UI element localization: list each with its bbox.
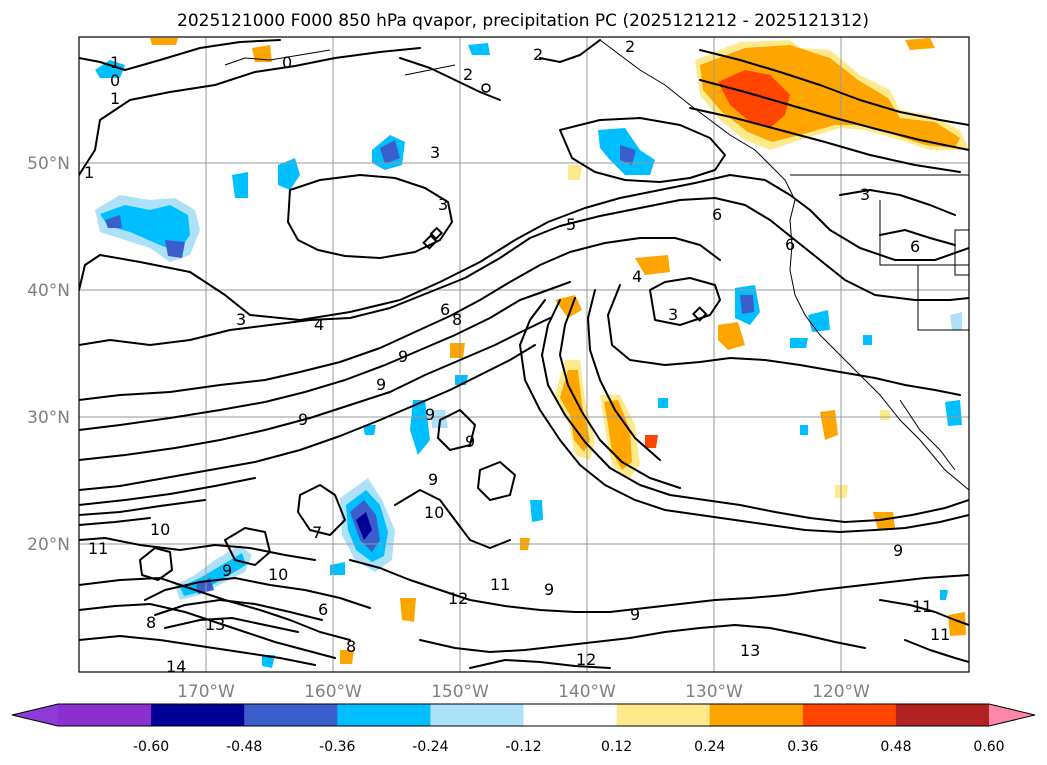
contour-label: 11: [912, 597, 932, 616]
graticule: [79, 37, 969, 672]
contour-label: 0: [110, 71, 120, 90]
contour-label: 3: [236, 310, 246, 329]
colorbar-cell: [337, 704, 431, 726]
contour-label: 1: [110, 89, 120, 108]
contour-label: 1: [84, 163, 94, 182]
lat-label-20n: 20°N: [27, 535, 70, 555]
colorbar-extend-max: [989, 704, 1035, 726]
contour-label: 11: [88, 539, 108, 558]
contour-label: 5: [566, 215, 576, 234]
map-frame: [78, 36, 970, 673]
contour-label: 3: [668, 305, 678, 324]
contour-label: 9: [376, 375, 386, 394]
contour-label: 9: [425, 405, 435, 424]
contour-label: 9: [222, 561, 232, 580]
colorbar-tick-labels: -0.60 -0.48 -0.36 -0.24 -0.12 0.12 0.24 0.36 0.4…: [133, 739, 1005, 755]
lat-label-40n: 40°N: [27, 281, 70, 301]
colorbar-cell: [430, 704, 524, 726]
contour-label: 9: [544, 580, 554, 599]
contour-label: 2: [463, 65, 473, 84]
contour-label: 11: [490, 575, 510, 594]
lat-label-30n: 30°N: [27, 408, 70, 428]
contour-labels: 1 0 1 1 2 2 2 0 3 3 3 5 6 6 6 4 3 4 6 8 …: [84, 37, 950, 676]
colorbar: -0.60 -0.48 -0.36 -0.24 -0.12 0.12 0.24 0.36 0.4…: [11, 703, 1036, 755]
contour-label: 8: [146, 613, 156, 632]
colorbar-tick-label: -0.24: [412, 739, 448, 755]
qvapor-contours: [79, 39, 969, 669]
colorbar-tick-label: 0.36: [787, 739, 818, 755]
colorbar-tick-label: 0.24: [694, 739, 725, 755]
contour-label: 13: [740, 641, 760, 660]
lon-label-120w: 120°W: [812, 682, 870, 702]
colorbar-cell: [616, 704, 711, 726]
contour-label: 9: [398, 347, 408, 366]
contour-label: 10: [424, 503, 444, 522]
colorbar-cell: [523, 704, 618, 726]
colorbar-cells: [12, 704, 1035, 726]
colorbar-tick-label: -0.48: [226, 739, 262, 755]
colorbar-cell: [151, 704, 245, 726]
contour-label: 9: [630, 605, 640, 624]
contour-label: 4: [314, 315, 324, 334]
contour-label: 8: [346, 637, 356, 656]
contour-label: 9: [428, 470, 438, 489]
colorbar-cell: [709, 704, 804, 726]
contour-label: 9: [465, 432, 475, 451]
contour-label: 3: [438, 195, 448, 214]
contour-label: 10: [150, 520, 170, 539]
contour-label: 8: [452, 310, 462, 329]
contour-label: 7: [312, 523, 322, 542]
colorbar-tick-label: 0.12: [601, 739, 632, 755]
contour-label: 6: [318, 600, 328, 619]
latitude-labels: 50°N 40°N 30°N 20°N: [27, 154, 70, 555]
contour-label: 1: [110, 53, 120, 72]
longitude-labels: 170°W 160°W 150°W 140°W 130°W 120°W: [177, 682, 870, 702]
contour-label: 9: [298, 410, 308, 429]
lon-label-170w: 170°W: [177, 682, 235, 702]
lon-label-150w: 150°W: [431, 682, 489, 702]
lon-label-140w: 140°W: [558, 682, 616, 702]
coastlines: [224, 39, 969, 491]
contour-small-blobs: [422, 83, 708, 322]
contour-label: 9: [893, 541, 903, 560]
contour-label: 6: [785, 235, 795, 254]
contour-label: 6: [440, 300, 450, 319]
contour-label: 0: [282, 53, 292, 72]
colorbar-tick-label: 0.48: [880, 739, 911, 755]
lon-label-130w: 130°W: [685, 682, 743, 702]
contour-label: 2: [625, 37, 635, 56]
colorbar-cell: [895, 704, 990, 726]
lat-label-50n: 50°N: [27, 154, 70, 174]
colorbar-cell: [244, 704, 338, 726]
colorbar-tick-label: -0.36: [319, 739, 355, 755]
colorbar-extend-min: [12, 704, 58, 726]
colorbar-tick-label: -0.12: [505, 739, 541, 755]
contour-label: 6: [712, 205, 722, 224]
contour-label: 4: [632, 267, 642, 286]
colorbar-tick-label: -0.60: [133, 739, 169, 755]
contour-label: 11: [930, 625, 950, 644]
precip-shading: [95, 38, 969, 668]
colorbar-cell: [58, 704, 152, 726]
contour-label: 6: [910, 237, 920, 256]
contour-label: 2: [533, 45, 543, 64]
map-panel: 1 0 1 1 2 2 2 0 3 3 3 5 6 6 6 4 3 4 6 8 …: [27, 36, 970, 702]
colorbar-cell: [802, 704, 897, 726]
contour-label: 3: [860, 185, 870, 204]
colorbar-tick-label: 0.60: [973, 739, 1004, 755]
lon-label-160w: 160°W: [304, 682, 362, 702]
contour-label: 10: [268, 565, 288, 584]
precip-negative-patches: [95, 43, 962, 668]
contour-label: 3: [430, 143, 440, 162]
contour-label: 13: [205, 615, 225, 634]
contour-label: 14: [166, 657, 186, 676]
contour-label: 12: [576, 650, 596, 669]
colorbar-outline: [11, 703, 1036, 727]
map-title: 2025121000 F000 850 hPa qvapor, precipit…: [177, 11, 869, 31]
contour-label: 12: [448, 589, 468, 608]
